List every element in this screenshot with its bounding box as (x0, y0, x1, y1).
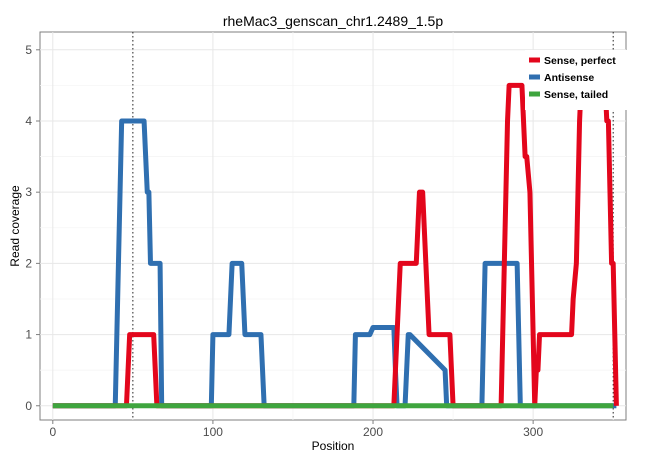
y-tick-label: 4 (25, 114, 32, 128)
x-tick-label: 0 (49, 425, 56, 439)
y-tick-label: 5 (25, 43, 32, 57)
y-axis-title: Read coverage (8, 185, 22, 267)
legend: Sense, perfect Antisense Sense, tailed (525, 50, 627, 110)
x-tick-label: 100 (203, 425, 223, 439)
y-tick-label: 2 (25, 256, 32, 270)
legend-box (525, 50, 627, 110)
x-tick-label: 300 (523, 425, 543, 439)
legend-label-antisense: Antisense (544, 72, 594, 84)
legend-label-sense-tailed: Sense, tailed (544, 89, 608, 101)
y-tick-label: 1 (25, 328, 32, 342)
y-tick-label: 3 (25, 185, 32, 199)
x-tick-label: 200 (363, 425, 383, 439)
chart-title: rheMac3_genscan_chr1.2489_1.5p (223, 13, 443, 29)
y-tick-label: 0 (25, 399, 32, 413)
x-axis-title: Position (312, 439, 355, 453)
legend-label-sense-perfect: Sense, perfect (544, 55, 616, 67)
axis-ticks: 0 100 200 300 0 1 2 3 4 5 (25, 43, 543, 439)
